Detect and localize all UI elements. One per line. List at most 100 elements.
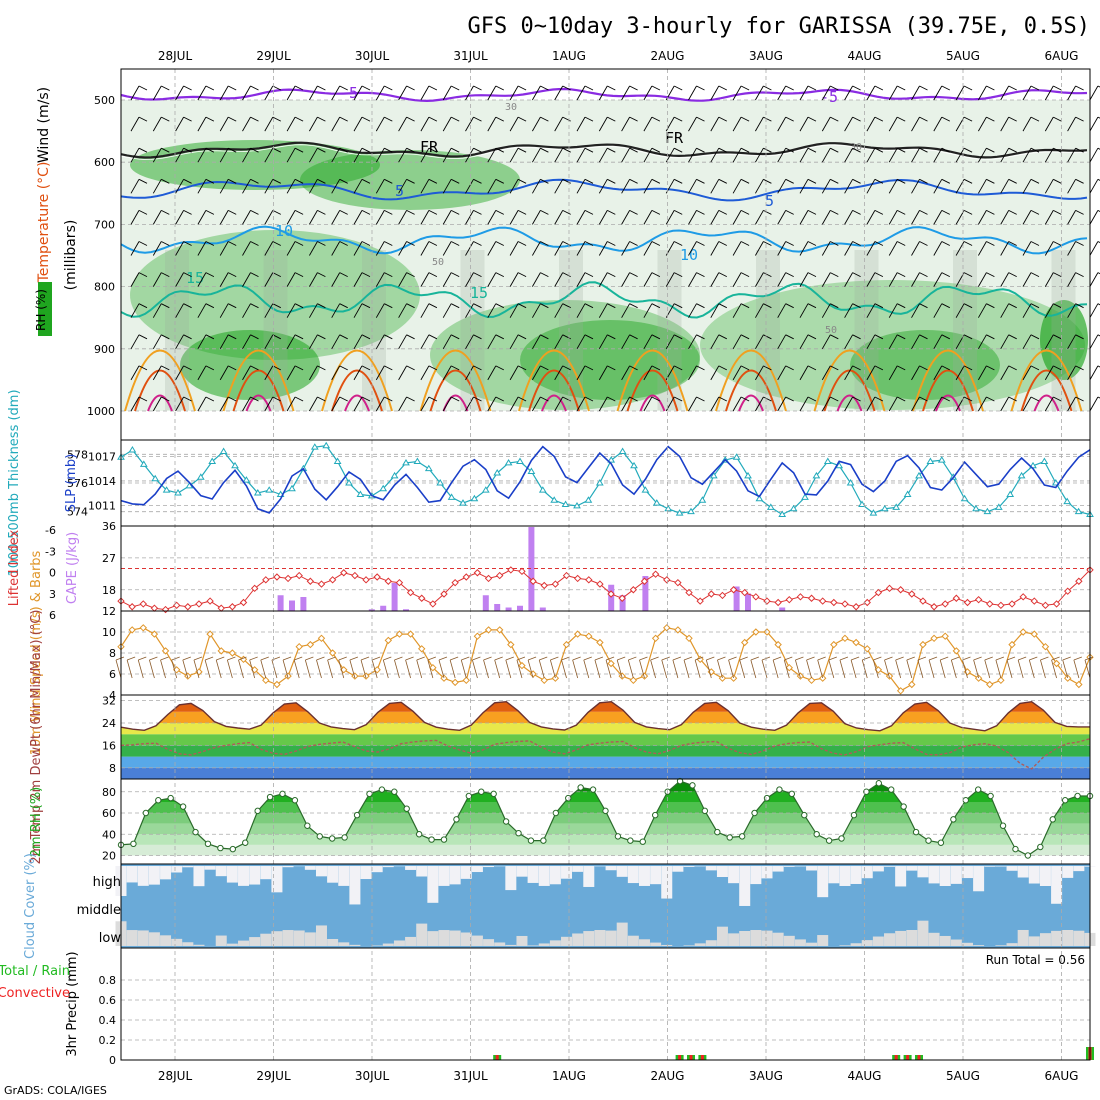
wind-barb: [1089, 147, 1099, 163]
wind-barb: [978, 365, 987, 381]
wind-barb: [598, 210, 608, 225]
rh2m-marker: [937, 839, 945, 846]
wind-barb: [532, 334, 541, 350]
wind10-marker: [1030, 630, 1039, 638]
wind10-barb-flag: [672, 656, 682, 661]
wind-barb: [955, 147, 965, 163]
wind-barb-flag: [450, 116, 460, 122]
wind-barb-flag: [250, 303, 259, 309]
wind10-barb-flag: [850, 656, 860, 661]
wind10-barb-flag: [160, 656, 169, 661]
wind10-barb-flag: [1006, 656, 1016, 661]
wind-barb-flag: [651, 303, 661, 309]
cloud-low-bar: [772, 932, 784, 946]
wind-barb-flag: [963, 178, 973, 184]
cloud-high-bar: [1062, 866, 1074, 878]
cape-bar: [277, 595, 284, 611]
wind-barb: [532, 179, 541, 194]
wind-barb: [755, 85, 764, 101]
lifted-index-marker: [741, 588, 749, 597]
cloud-low-bar: [438, 930, 450, 946]
wind10-marker: [228, 649, 237, 657]
temp2m-tick-label: 8: [109, 762, 116, 775]
axis-label-lifted-index: Lifted Index: [7, 529, 22, 606]
wind10-barb-flag: [527, 656, 537, 661]
wind-barb-flag: [763, 272, 772, 278]
upper-air-panel: 5006007008009001000-5-5FRFR5510101515303…: [87, 69, 1100, 440]
rh2m-marker: [1049, 816, 1056, 823]
thickness-marker: [333, 457, 342, 464]
cloud-low-bar: [483, 939, 495, 946]
lifted-index-marker: [1041, 601, 1050, 610]
wind10-barb-flag: [550, 656, 559, 661]
wind10-barb-flag: [1018, 656, 1027, 661]
wind-barb: [353, 85, 363, 101]
wind10-barb-flag: [973, 656, 982, 661]
cloud-low-bar: [405, 936, 417, 946]
wind10-barb: [538, 659, 545, 679]
date-label-bottom: 1AUG: [552, 1069, 586, 1083]
thickness-marker: [379, 484, 388, 492]
wind-barb: [911, 303, 920, 318]
wind-barb: [264, 147, 274, 163]
wind-barb: [309, 334, 318, 350]
wind-barb-flag: [138, 178, 148, 184]
wind10-marker: [284, 672, 292, 680]
wind-barb-flag: [584, 85, 594, 91]
rh2m-marker: [217, 844, 224, 852]
wind-barb: [933, 210, 943, 225]
wind10-barb: [984, 659, 991, 679]
pressure-tick-label: 600: [94, 156, 115, 169]
wind-barb: [844, 334, 853, 350]
wind-barb: [509, 147, 519, 163]
wind-barb-flag: [473, 334, 482, 340]
wind-barb: [665, 272, 675, 287]
cloud-high-bar: [182, 866, 194, 868]
rh2m-marker: [328, 835, 336, 842]
thickness-marker: [732, 453, 741, 460]
axis-label-precip: 3hr Precip (mm): [65, 951, 80, 1056]
wind-barb: [487, 303, 497, 318]
wind-barb: [799, 365, 809, 381]
thickness-marker: [208, 457, 217, 464]
rh2m-marker: [502, 818, 510, 825]
lifted-index-marker: [841, 600, 849, 608]
wind10-barb-flag: [472, 656, 481, 661]
cloud-high-bar: [516, 866, 528, 877]
wind-barb-flag: [852, 209, 861, 215]
temp2m-tick-label: 16: [102, 739, 116, 752]
wind-barb: [398, 179, 407, 194]
cape-bar: [517, 605, 523, 611]
wind10-barb: [271, 659, 278, 679]
slp-tick-label: 1011: [88, 500, 116, 513]
wind-barb-flag: [1030, 396, 1040, 402]
wind-barb: [821, 241, 831, 256]
wind10-barb: [939, 659, 946, 679]
wind-barb-flag: [740, 178, 750, 184]
wind-barb-flag: [874, 365, 884, 371]
wind10-barb: [1017, 659, 1024, 679]
lifted-index-marker: [1008, 600, 1016, 608]
wind-barb-flag: [1030, 334, 1040, 340]
wind-barb-flag: [830, 209, 839, 215]
cloud-high-bar: [204, 866, 216, 870]
wind10-marker: [295, 642, 303, 651]
date-label-bottom: 2AUG: [651, 1069, 685, 1083]
wind-barb: [1067, 116, 1076, 132]
contour-label: FR: [420, 138, 439, 156]
wind-barb-flag: [584, 365, 594, 371]
cloud-low-bar: [906, 930, 918, 946]
wind-barb: [799, 396, 809, 412]
wind-barb: [309, 365, 318, 381]
rh-band: [756, 250, 780, 410]
wind10-barb-flag: [349, 656, 359, 661]
wind-barb: [286, 396, 296, 412]
wind-barb-flag: [584, 303, 594, 309]
cloud-high-bar: [661, 866, 673, 899]
wind-barb-flag: [874, 303, 884, 309]
wind-barb: [286, 147, 296, 163]
cloud-high-bar: [338, 866, 350, 886]
wind-barb: [465, 210, 474, 225]
contour-label: 50: [432, 257, 444, 268]
wind-barb: [1044, 241, 1054, 256]
